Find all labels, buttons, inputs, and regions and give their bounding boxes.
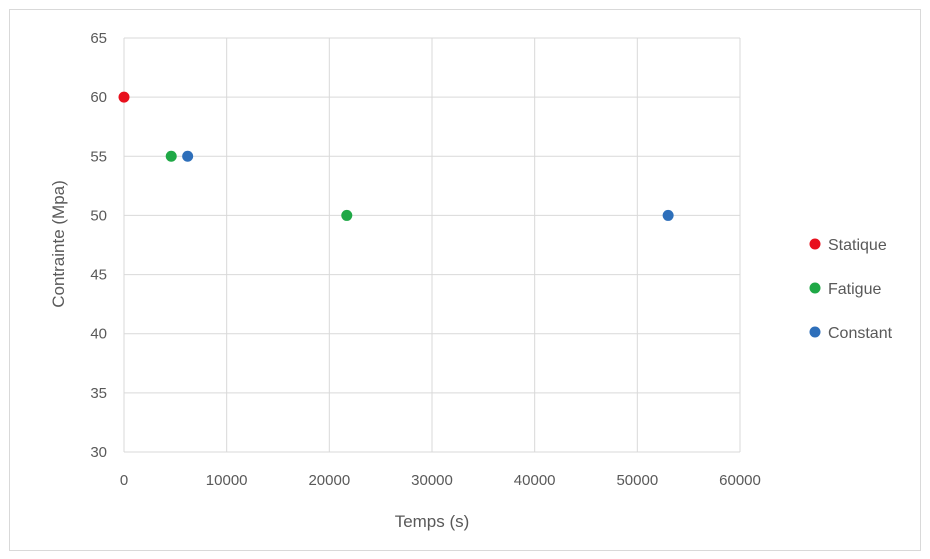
grid-lines	[124, 38, 740, 452]
data-point-constant	[182, 151, 193, 162]
y-tick-label: 40	[90, 326, 107, 343]
legend-label-fatigue: Fatigue	[828, 281, 881, 298]
x-axis-title: Temps (s)	[395, 512, 470, 531]
x-axis-ticks: 0 10000 20000 30000 40000 50000 60000	[120, 472, 761, 489]
data-point-fatigue	[166, 151, 177, 162]
legend: Statique Fatigue Constant	[810, 237, 893, 342]
x-tick-label: 10000	[206, 472, 248, 489]
x-tick-label: 20000	[308, 472, 350, 489]
x-tick-label: 40000	[514, 472, 556, 489]
y-axis-title: Contrainte (Mpa)	[49, 180, 68, 308]
y-axis-ticks: 30 35 40 45 50 55 60 65	[90, 30, 107, 461]
y-tick-label: 50	[90, 207, 107, 224]
data-point-fatigue	[341, 210, 352, 221]
y-tick-label: 30	[90, 444, 107, 461]
x-tick-label: 50000	[616, 472, 658, 489]
y-tick-label: 55	[90, 148, 107, 165]
y-tick-label: 65	[90, 30, 107, 47]
x-tick-label: 0	[120, 472, 128, 489]
legend-label-statique: Statique	[828, 237, 887, 254]
legend-label-constant: Constant	[828, 325, 893, 342]
x-tick-label: 30000	[411, 472, 453, 489]
data-point-constant	[663, 210, 674, 221]
y-tick-label: 35	[90, 385, 107, 402]
y-tick-label: 60	[90, 89, 107, 106]
y-tick-label: 45	[90, 267, 107, 284]
legend-marker-constant	[810, 327, 821, 338]
legend-marker-statique	[810, 239, 821, 250]
x-tick-label: 60000	[719, 472, 761, 489]
legend-marker-fatigue	[810, 283, 821, 294]
data-point-statique	[119, 92, 130, 103]
